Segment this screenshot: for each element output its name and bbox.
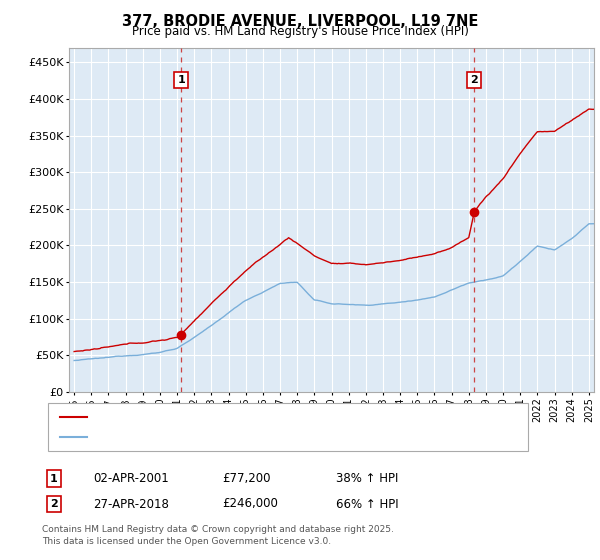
Text: 377, BRODIE AVENUE, LIVERPOOL, L19 7NE (semi-detached house): 377, BRODIE AVENUE, LIVERPOOL, L19 7NE (… — [93, 412, 443, 422]
Text: £246,000: £246,000 — [222, 497, 278, 511]
Text: 02-APR-2001: 02-APR-2001 — [93, 472, 169, 486]
Text: 1: 1 — [50, 474, 58, 484]
Text: Contains HM Land Registry data © Crown copyright and database right 2025.
This d: Contains HM Land Registry data © Crown c… — [42, 525, 394, 546]
Text: 1: 1 — [178, 75, 185, 85]
Text: HPI: Average price, semi-detached house, Liverpool: HPI: Average price, semi-detached house,… — [93, 432, 362, 442]
Text: 2: 2 — [50, 499, 58, 509]
Text: Price paid vs. HM Land Registry's House Price Index (HPI): Price paid vs. HM Land Registry's House … — [131, 25, 469, 38]
Text: £77,200: £77,200 — [222, 472, 271, 486]
Text: 377, BRODIE AVENUE, LIVERPOOL, L19 7NE: 377, BRODIE AVENUE, LIVERPOOL, L19 7NE — [122, 14, 478, 29]
Text: 38% ↑ HPI: 38% ↑ HPI — [336, 472, 398, 486]
Text: 27-APR-2018: 27-APR-2018 — [93, 497, 169, 511]
Text: 2: 2 — [470, 75, 478, 85]
Text: 66% ↑ HPI: 66% ↑ HPI — [336, 497, 398, 511]
